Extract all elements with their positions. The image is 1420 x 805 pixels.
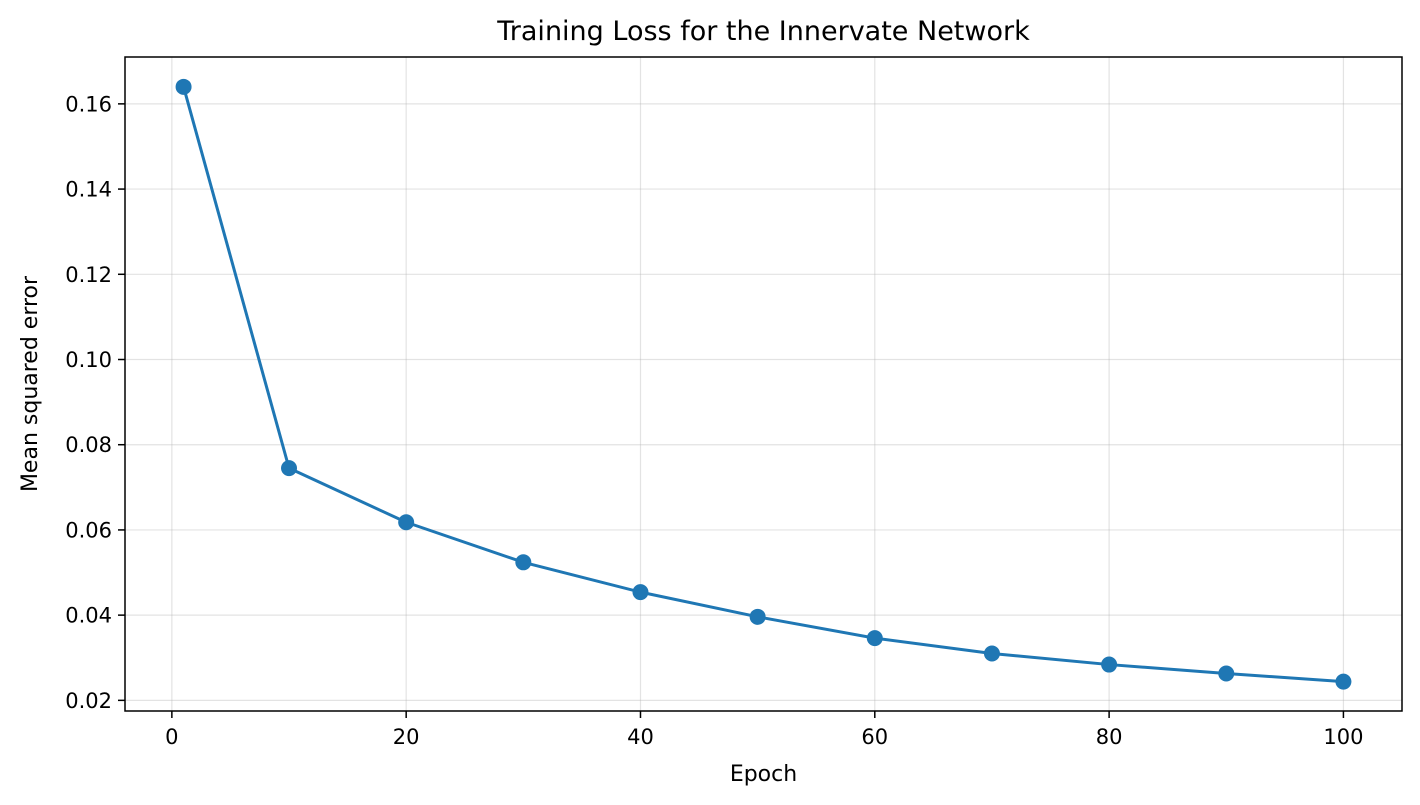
y-tick-label: 0.14 xyxy=(65,178,112,202)
loss-data-point xyxy=(1101,656,1118,673)
loss-data-point xyxy=(515,554,532,571)
x-tick-label: 0 xyxy=(165,725,178,749)
y-tick-label: 0.06 xyxy=(65,518,112,542)
x-axis-label: Epoch xyxy=(730,762,797,787)
series-layer xyxy=(175,78,1352,690)
chart-title: Training Loss for the Innervate Network xyxy=(496,16,1030,47)
x-tick-label: 100 xyxy=(1323,725,1363,749)
y-tick-label: 0.10 xyxy=(65,348,112,372)
y-tick-label: 0.16 xyxy=(65,92,112,116)
loss-series-line xyxy=(182,86,1344,684)
y-tick-label: 0.04 xyxy=(65,604,112,628)
loss-data-point xyxy=(749,608,766,625)
loss-data-point xyxy=(398,514,415,531)
tick-layer: 0 20 40 60 80 100 0.02 0.04 0.06 0.08 0.10 0.12 0.14… xyxy=(65,92,1363,749)
y-tick-label: 0.12 xyxy=(65,263,112,287)
y-axis-label: Mean squared error xyxy=(18,275,43,492)
plot-frame xyxy=(124,56,1403,712)
x-tick-label: 80 xyxy=(1096,725,1123,749)
loss-data-point xyxy=(866,630,883,647)
loss-data-point xyxy=(1218,665,1235,682)
loss-data-point xyxy=(632,584,649,601)
loss-data-point xyxy=(1335,673,1352,690)
y-tick-label: 0.08 xyxy=(65,433,112,457)
x-tick-label: 60 xyxy=(861,725,888,749)
y-tick-label: 0.02 xyxy=(65,689,112,713)
loss-data-point xyxy=(175,78,192,95)
x-tick-label: 20 xyxy=(393,725,420,749)
loss-data-point xyxy=(983,645,1000,662)
loss-data-point xyxy=(281,460,298,477)
x-tick-label: 40 xyxy=(627,725,654,749)
grid-layer xyxy=(125,57,1402,711)
